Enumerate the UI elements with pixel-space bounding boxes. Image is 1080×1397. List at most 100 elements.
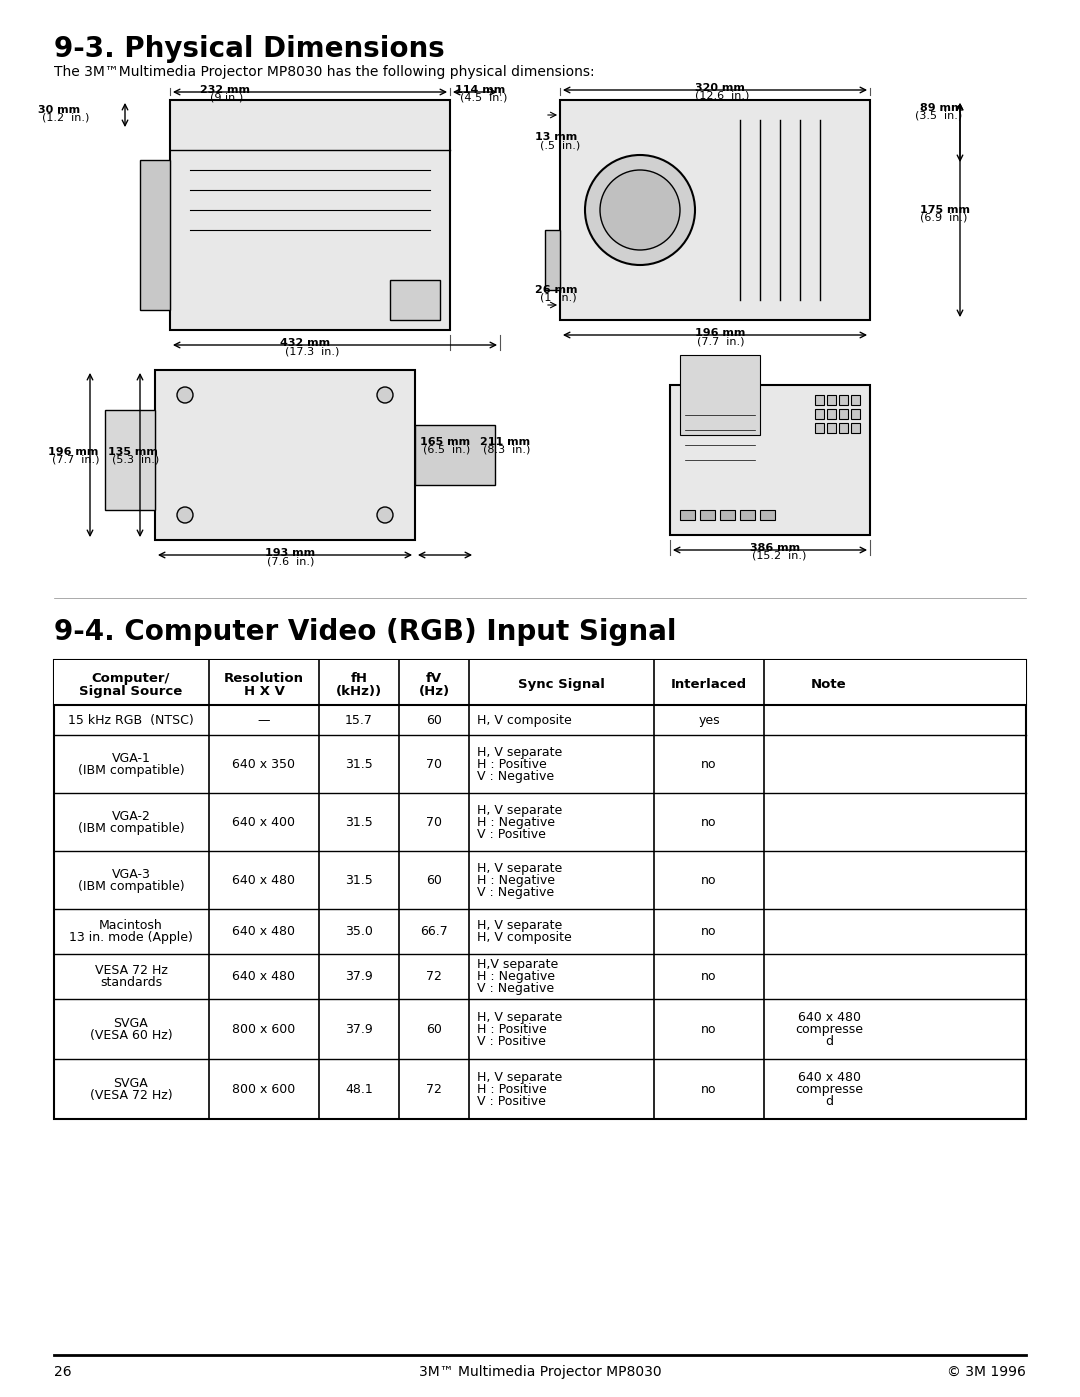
Text: VGA-3: VGA-3	[111, 868, 150, 882]
Text: 320 mm: 320 mm	[696, 82, 745, 94]
Bar	[851, 395, 860, 405]
Bar	[827, 395, 836, 405]
Text: 60: 60	[427, 1023, 442, 1037]
Text: 60: 60	[427, 714, 442, 726]
Text: no: no	[701, 875, 717, 887]
Text: no: no	[701, 759, 717, 771]
Text: (5.3  in.): (5.3 in.)	[112, 455, 159, 465]
Text: (IBM compatible): (IBM compatible)	[78, 821, 185, 835]
Text: —: —	[258, 714, 270, 726]
Bar	[415, 425, 495, 485]
Text: (VESA 60 Hz): (VESA 60 Hz)	[90, 1030, 173, 1042]
Text: Note: Note	[811, 678, 847, 692]
Bar	[851, 409, 860, 419]
Text: 800 x 600: 800 x 600	[232, 1083, 296, 1097]
Text: no: no	[701, 970, 717, 983]
Text: VGA-2: VGA-2	[111, 810, 150, 823]
Circle shape	[177, 507, 193, 522]
Text: 193 mm: 193 mm	[265, 548, 315, 557]
Bar	[720, 510, 735, 520]
Bar	[156, 370, 415, 541]
Text: Signal Source: Signal Source	[79, 685, 183, 698]
Text: (6.9  in.): (6.9 in.)	[920, 212, 968, 224]
Text: 89 mm: 89 mm	[920, 103, 962, 113]
Text: 432 mm: 432 mm	[280, 338, 330, 348]
Text: 640 x 480: 640 x 480	[797, 1071, 861, 1084]
Bar	[670, 386, 870, 535]
Text: Interlaced: Interlaced	[671, 678, 747, 692]
Text: H : Negative: H : Negative	[477, 816, 555, 828]
Text: V : Positive: V : Positive	[477, 1095, 545, 1108]
Text: fV: fV	[426, 672, 442, 685]
Text: The 3M™Multimedia Projector MP8030 has the following physical dimensions:: The 3M™Multimedia Projector MP8030 has t…	[54, 66, 595, 80]
Text: (Hz): (Hz)	[418, 685, 449, 698]
Text: 640 x 480: 640 x 480	[232, 970, 296, 983]
Text: 640 x 480: 640 x 480	[797, 1011, 861, 1024]
Text: SVGA: SVGA	[113, 1017, 148, 1030]
Bar	[839, 409, 848, 419]
Text: 175 mm: 175 mm	[920, 205, 970, 215]
Text: H : Positive: H : Positive	[477, 759, 546, 771]
Text: 3M™ Multimedia Projector MP8030: 3M™ Multimedia Projector MP8030	[419, 1365, 661, 1379]
Text: Macintosh: Macintosh	[99, 919, 163, 932]
Text: 37.9: 37.9	[346, 1023, 373, 1037]
Text: 800 x 600: 800 x 600	[232, 1023, 296, 1037]
Circle shape	[177, 387, 193, 402]
Bar	[105, 409, 156, 510]
Text: (IBM compatible): (IBM compatible)	[78, 764, 185, 777]
Text: 640 x 480: 640 x 480	[232, 875, 296, 887]
Circle shape	[377, 507, 393, 522]
Text: (VESA 72 Hz): (VESA 72 Hz)	[90, 1090, 173, 1102]
Text: (4.5  in.): (4.5 in.)	[460, 94, 508, 103]
Bar	[827, 409, 836, 419]
Text: H, V separate: H, V separate	[477, 805, 563, 817]
Text: V : Positive: V : Positive	[477, 828, 545, 841]
Text: (17.3  in.): (17.3 in.)	[285, 346, 339, 356]
Circle shape	[600, 170, 680, 250]
Text: (1  in.): (1 in.)	[540, 293, 577, 303]
Text: no: no	[701, 1023, 717, 1037]
Text: (12.6  in.): (12.6 in.)	[696, 91, 750, 101]
Bar	[815, 423, 824, 433]
Text: (kHz)): (kHz))	[336, 685, 382, 698]
Text: VESA 72 Hz: VESA 72 Hz	[95, 964, 167, 977]
Text: 70: 70	[426, 816, 442, 828]
Text: V : Negative: V : Negative	[477, 886, 554, 900]
Text: 386 mm: 386 mm	[750, 543, 800, 553]
Text: 66.7: 66.7	[420, 925, 448, 937]
Bar	[140, 161, 170, 310]
Text: V : Negative: V : Negative	[477, 770, 554, 782]
Bar	[700, 510, 715, 520]
Text: 232 mm: 232 mm	[200, 85, 249, 95]
Text: 15 kHz RGB  (NTSC): 15 kHz RGB (NTSC)	[68, 714, 194, 726]
Text: fH: fH	[351, 672, 367, 685]
Text: H : Positive: H : Positive	[477, 1083, 546, 1097]
Text: (9 in.): (9 in.)	[210, 94, 243, 103]
Text: 70: 70	[426, 759, 442, 771]
Text: 31.5: 31.5	[346, 816, 373, 828]
Text: VGA-1: VGA-1	[111, 752, 150, 766]
Text: 31.5: 31.5	[346, 759, 373, 771]
Text: (6.5  in.): (6.5 in.)	[423, 446, 470, 455]
Text: no: no	[701, 816, 717, 828]
Text: 31.5: 31.5	[346, 875, 373, 887]
Bar	[827, 423, 836, 433]
Text: 15.7: 15.7	[346, 714, 373, 726]
Bar	[760, 510, 775, 520]
Text: d: d	[825, 1035, 833, 1048]
Text: 135 mm: 135 mm	[108, 447, 158, 457]
Text: H, V composite: H, V composite	[477, 714, 571, 726]
Text: (.5  in.): (.5 in.)	[540, 140, 580, 149]
Text: H, V separate: H, V separate	[477, 746, 563, 759]
Text: 26: 26	[54, 1365, 71, 1379]
Bar	[839, 423, 848, 433]
Text: 13 mm: 13 mm	[535, 131, 577, 142]
Text: H X V: H X V	[244, 685, 284, 698]
Text: 48.1: 48.1	[346, 1083, 373, 1097]
Text: yes: yes	[698, 714, 719, 726]
Text: 37.9: 37.9	[346, 970, 373, 983]
Circle shape	[585, 155, 696, 265]
Bar	[740, 510, 755, 520]
Text: 13 in. mode (Apple): 13 in. mode (Apple)	[69, 930, 193, 944]
Bar	[545, 231, 561, 291]
